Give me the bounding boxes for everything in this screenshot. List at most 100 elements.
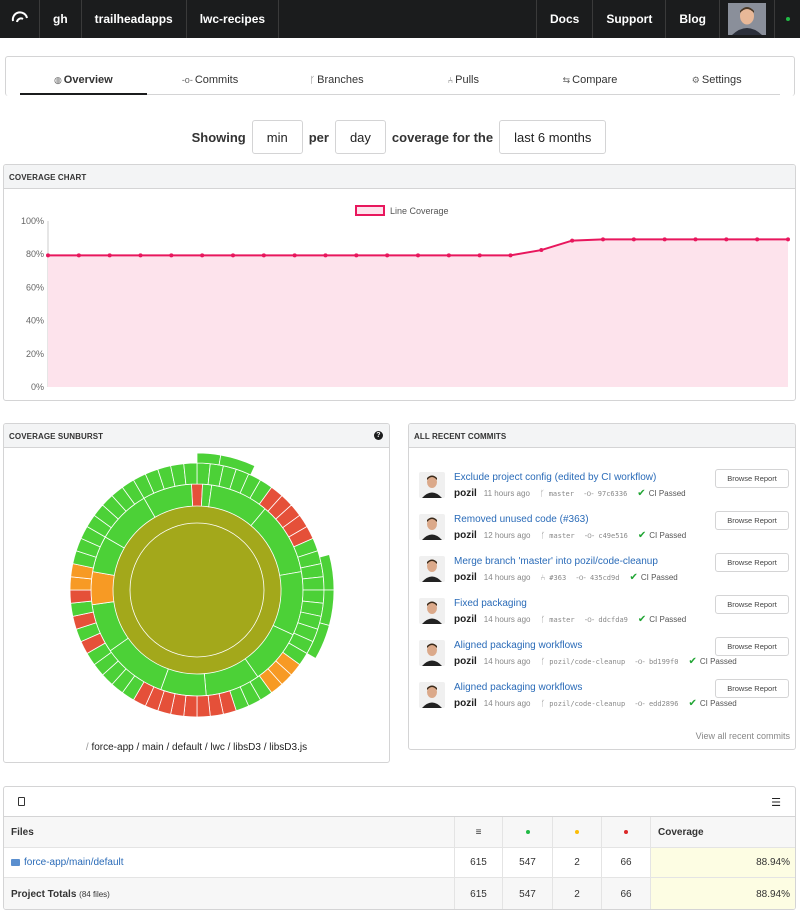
commit-time: 14 hours ago xyxy=(483,699,531,708)
ci-status: CI Passed xyxy=(648,489,686,498)
user-avatar[interactable] xyxy=(719,0,774,38)
commit-ref[interactable]: master xyxy=(549,531,575,540)
sunburst-segment[interactable] xyxy=(183,462,198,486)
sunburst-segment[interactable] xyxy=(90,571,115,606)
commit-author-avatar[interactable] xyxy=(419,640,445,666)
coverage-chart[interactable]: 0% 20% 40% 60% 80% 100% Line Coverage xyxy=(4,189,795,400)
commit-author[interactable]: pozil xyxy=(454,572,477,583)
commit-author-avatar[interactable] xyxy=(419,472,445,498)
commit-message-link[interactable]: Aligned packaging workflows xyxy=(454,640,583,651)
tab-pulls[interactable]: ⑃ Pulls xyxy=(447,74,479,86)
commit-author[interactable]: pozil xyxy=(454,488,477,499)
files-table: ☰ Files ≡ Coverage force-app/main/defaul… xyxy=(3,786,796,910)
project-totals-row: Project Totals (84 files) 615 547 2 66 8… xyxy=(4,878,795,909)
commit-author-avatar[interactable] xyxy=(419,682,445,708)
sunburst-segment[interactable] xyxy=(191,483,203,507)
per-label: per xyxy=(308,129,329,145)
commit-author[interactable]: pozil xyxy=(454,656,477,667)
nav-docs[interactable]: Docs xyxy=(535,0,592,38)
pull-request-icon: ⑃ xyxy=(540,573,546,582)
sunburst-segment[interactable] xyxy=(218,454,256,476)
file-view-icon[interactable] xyxy=(18,797,25,806)
data-point xyxy=(200,253,205,258)
commit-message-link[interactable]: Exclude project config (edited by CI wor… xyxy=(454,472,657,483)
totals-partials: 2 xyxy=(553,878,602,909)
browse-report-button[interactable]: Browse Report xyxy=(715,511,789,530)
y-tick-label: 80% xyxy=(26,249,44,259)
commit-message-link[interactable]: Fixed packaging xyxy=(454,598,527,609)
commit-author[interactable]: pozil xyxy=(454,530,477,541)
data-point xyxy=(446,253,451,258)
branch-icon: ᚴ xyxy=(540,531,546,540)
sunburst-segment[interactable] xyxy=(196,452,222,466)
commit-sha[interactable]: ddcfda9 xyxy=(598,615,628,624)
commit-author-avatar[interactable] xyxy=(419,514,445,540)
data-point xyxy=(46,253,50,258)
nav-repo[interactable]: lwc-recipes xyxy=(187,0,280,38)
nav-service[interactable]: gh xyxy=(40,0,82,38)
codecov-logo-icon[interactable] xyxy=(0,0,40,38)
browse-report-button[interactable]: Browse Report xyxy=(715,637,789,656)
commit-sha[interactable]: c49e516 xyxy=(598,531,628,540)
coverage-for-label: coverage for the xyxy=(391,129,494,145)
partial-dot-icon[interactable] xyxy=(553,817,602,847)
tab-branches[interactable]: ᚴ Branches xyxy=(309,74,364,86)
period-select[interactable]: day xyxy=(334,120,386,154)
data-point xyxy=(385,253,390,258)
commit-time: 11 hours ago xyxy=(483,489,530,498)
data-point xyxy=(631,237,636,242)
view-all-commits-link[interactable]: View all recent commits xyxy=(695,731,790,741)
tab-compare[interactable]: ⇆ Compare xyxy=(562,74,618,86)
commit-ref[interactable]: pozil/code-cleanup xyxy=(549,699,626,708)
browse-report-button[interactable]: Browse Report xyxy=(715,469,789,488)
commit-message-link[interactable]: Merge branch 'master' into pozil/code-cl… xyxy=(454,556,658,567)
commit-sha[interactable]: 435cd9d xyxy=(589,573,620,582)
lines-icon[interactable]: ≡ xyxy=(455,817,503,847)
recent-commits-panel: ALL RECENT COMMITS Exclude project confi… xyxy=(408,423,796,750)
nav-blog[interactable]: Blog xyxy=(665,0,719,38)
ci-status: CI Passed xyxy=(649,531,687,540)
folder-link[interactable]: force-app/main/default xyxy=(24,857,124,868)
commit-ref[interactable]: master xyxy=(549,615,575,624)
tab-overview[interactable]: ◍ Overview xyxy=(20,69,147,95)
commit-ref[interactable]: master xyxy=(548,489,574,498)
browse-report-button[interactable]: Browse Report xyxy=(715,553,789,572)
sunburst-segment[interactable] xyxy=(69,589,93,604)
tab-settings[interactable]: ⚙ Settings xyxy=(691,74,742,86)
coverage-sunburst[interactable] xyxy=(4,448,389,728)
hit-dot-icon[interactable] xyxy=(503,817,553,847)
commit-sha[interactable]: edd2896 xyxy=(648,699,679,708)
browse-report-button[interactable]: Browse Report xyxy=(715,679,789,698)
sunburst-segment[interactable] xyxy=(196,694,211,718)
list-view-icon[interactable]: ☰ xyxy=(771,797,781,809)
commit-sha[interactable]: bd199f0 xyxy=(648,657,679,666)
tab-commits[interactable]: -o- Commits xyxy=(181,74,239,86)
coverage-col-header[interactable]: Coverage xyxy=(651,817,795,847)
nav-support[interactable]: Support xyxy=(592,0,665,38)
commit-sha[interactable]: 97c6336 xyxy=(597,489,628,498)
table-row[interactable]: force-app/main/default 615 547 2 66 88.9… xyxy=(4,848,795,878)
check-icon: ✔ xyxy=(629,572,638,583)
commit-author[interactable]: pozil xyxy=(454,698,477,709)
nav-owner[interactable]: trailheadapps xyxy=(82,0,187,38)
commit-author[interactable]: pozil xyxy=(454,614,477,625)
commit-message-link[interactable]: Aligned packaging workflows xyxy=(454,682,583,693)
range-select[interactable]: last 6 months xyxy=(499,120,607,154)
browse-report-button[interactable]: Browse Report xyxy=(715,595,789,614)
sunburst-segment[interactable] xyxy=(306,622,330,660)
sunburst-segment[interactable] xyxy=(301,576,325,591)
data-point xyxy=(107,253,112,258)
miss-dot-icon[interactable] xyxy=(602,817,651,847)
commit-ref[interactable]: #363 xyxy=(549,573,567,582)
recent-commits-header: ALL RECENT COMMITS xyxy=(409,424,795,448)
commit-author-avatar[interactable] xyxy=(419,556,445,582)
help-icon[interactable]: ? xyxy=(374,431,383,440)
y-tick-label: 100% xyxy=(21,216,44,226)
commit-ref[interactable]: pozil/code-cleanup xyxy=(549,657,626,666)
metric-select[interactable]: min xyxy=(251,120,303,154)
commit-message-link[interactable]: Removed unused code (#363) xyxy=(454,514,589,525)
commit-author-avatar[interactable] xyxy=(419,598,445,624)
sunburst-center[interactable] xyxy=(113,506,281,674)
files-col-header[interactable]: Files xyxy=(4,817,455,847)
commit-icon: -o- xyxy=(584,489,594,498)
